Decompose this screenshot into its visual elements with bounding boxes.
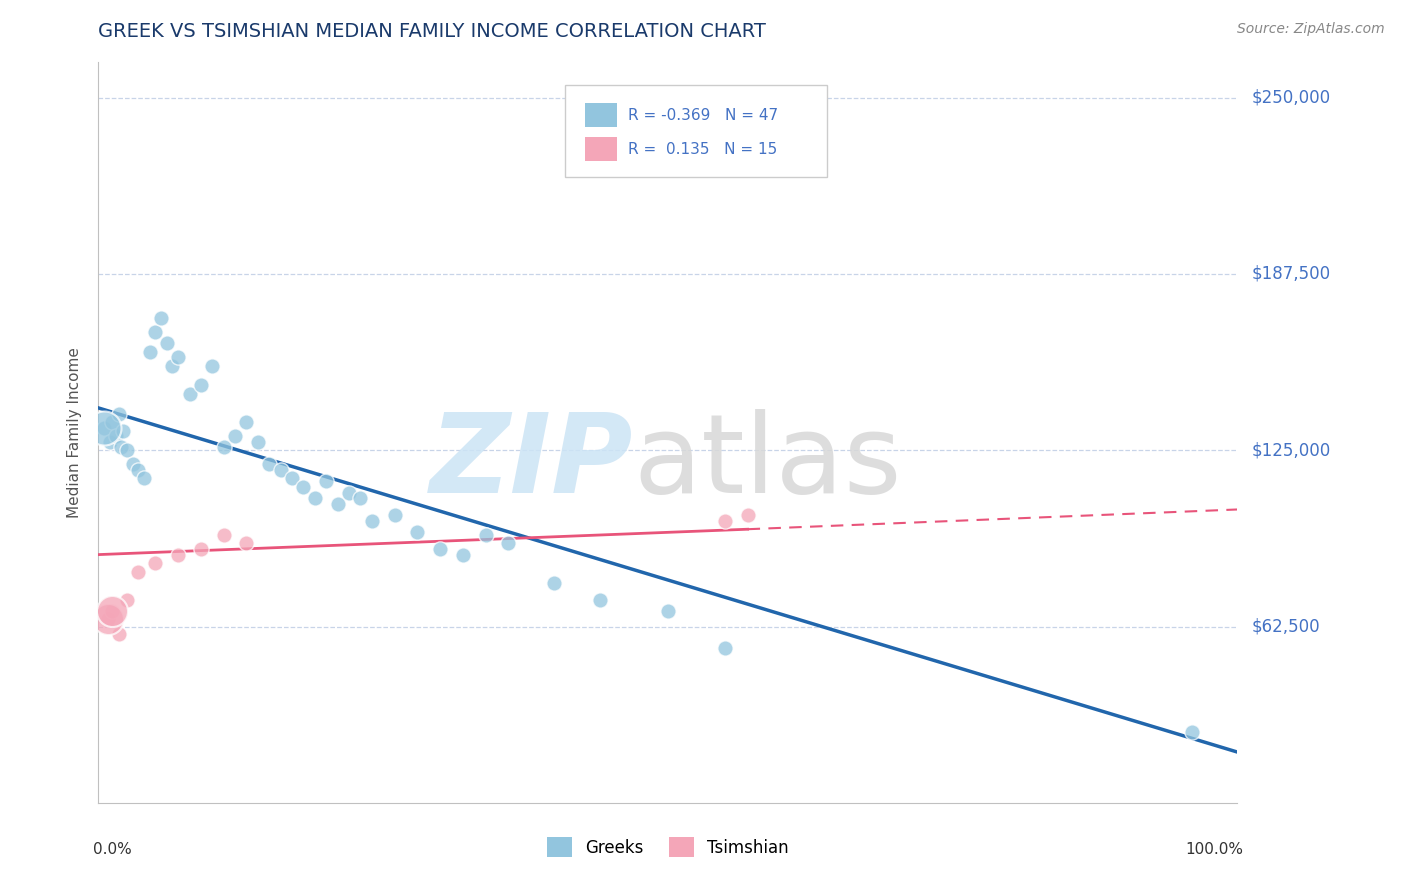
Legend: Greeks, Tsimshian: Greeks, Tsimshian: [547, 837, 789, 857]
Point: [101, 604, 124, 618]
Point: [101, 415, 124, 429]
Text: R =  0.135   N = 15: R = 0.135 N = 15: [628, 142, 778, 157]
Point: [281, 471, 304, 485]
Point: [212, 528, 235, 542]
Point: [315, 475, 337, 489]
Point: [93, 420, 115, 434]
Point: [270, 463, 292, 477]
Bar: [585, 137, 617, 161]
Point: [138, 344, 160, 359]
Point: [224, 429, 246, 443]
Point: [150, 310, 173, 325]
Point: [101, 604, 124, 618]
Point: [657, 604, 679, 618]
Point: [167, 350, 190, 364]
Point: [110, 441, 132, 455]
Point: [108, 626, 131, 640]
Text: $125,000: $125,000: [1251, 442, 1330, 459]
Point: [1181, 725, 1204, 739]
Point: [167, 548, 190, 562]
Text: GREEK VS TSIMSHIAN MEDIAN FAMILY INCOME CORRELATION CHART: GREEK VS TSIMSHIAN MEDIAN FAMILY INCOME …: [98, 22, 766, 41]
Point: [451, 548, 474, 562]
Point: [190, 378, 212, 392]
Point: [201, 359, 224, 373]
Point: [360, 514, 382, 528]
Point: [714, 640, 737, 655]
Point: [145, 325, 167, 339]
Point: [714, 514, 737, 528]
Point: [498, 536, 520, 550]
Point: [543, 575, 565, 590]
Point: [162, 359, 184, 373]
Point: [235, 536, 257, 550]
Point: [98, 434, 121, 449]
Point: [108, 407, 131, 421]
Text: $187,500: $187,500: [1251, 265, 1330, 283]
Point: [235, 415, 257, 429]
Point: [588, 592, 610, 607]
Text: $250,000: $250,000: [1251, 88, 1330, 107]
Point: [115, 592, 138, 607]
Point: [246, 434, 269, 449]
Point: [115, 443, 138, 458]
Text: atlas: atlas: [634, 409, 903, 516]
Point: [96, 612, 118, 626]
Point: [326, 497, 349, 511]
Point: [384, 508, 406, 522]
Point: [132, 471, 155, 485]
Point: [104, 429, 127, 443]
Point: [156, 336, 179, 351]
Point: [474, 528, 496, 542]
FancyBboxPatch shape: [565, 85, 827, 178]
Text: $62,500: $62,500: [1251, 617, 1320, 635]
Bar: [585, 103, 617, 127]
Point: [127, 565, 149, 579]
Text: ZIP: ZIP: [430, 409, 634, 516]
Point: [292, 480, 315, 494]
Point: [179, 387, 201, 401]
Text: 0.0%: 0.0%: [93, 842, 132, 857]
Point: [429, 541, 451, 556]
Point: [737, 508, 759, 522]
Point: [112, 424, 135, 438]
Point: [349, 491, 371, 506]
Text: 100.0%: 100.0%: [1185, 842, 1243, 857]
Point: [190, 541, 212, 556]
Point: [212, 441, 235, 455]
Y-axis label: Median Family Income: Median Family Income: [67, 347, 83, 518]
Point: [93, 420, 115, 434]
Point: [259, 458, 281, 472]
Point: [304, 491, 326, 506]
Point: [406, 524, 429, 539]
Point: [127, 463, 149, 477]
Point: [337, 485, 360, 500]
Text: R = -0.369   N = 47: R = -0.369 N = 47: [628, 108, 778, 122]
Point: [121, 458, 143, 472]
Text: Source: ZipAtlas.com: Source: ZipAtlas.com: [1237, 22, 1385, 37]
Point: [96, 612, 118, 626]
Point: [145, 556, 167, 570]
